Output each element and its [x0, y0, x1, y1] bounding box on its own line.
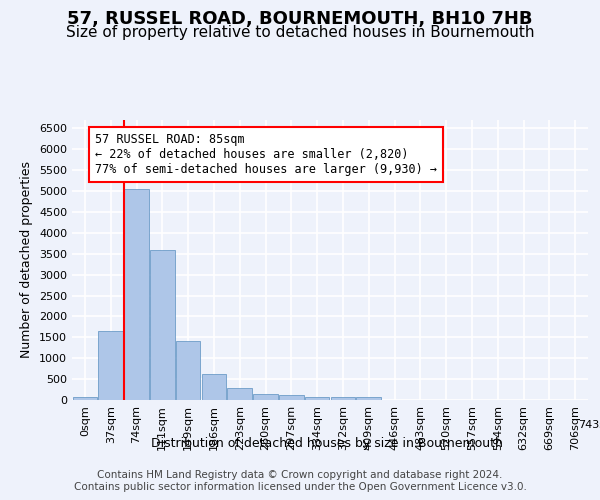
- Bar: [356, 397, 381, 400]
- Text: 57, RUSSEL ROAD, BOURNEMOUTH, BH10 7HB: 57, RUSSEL ROAD, BOURNEMOUTH, BH10 7HB: [67, 10, 533, 28]
- Text: Contains HM Land Registry data © Crown copyright and database right 2024.: Contains HM Land Registry data © Crown c…: [97, 470, 503, 480]
- Text: Contains public sector information licensed under the Open Government Licence v3: Contains public sector information licen…: [74, 482, 526, 492]
- Bar: [202, 374, 226, 400]
- Text: 57 RUSSEL ROAD: 85sqm
← 22% of detached houses are smaller (2,820)
77% of semi-d: 57 RUSSEL ROAD: 85sqm ← 22% of detached …: [95, 134, 437, 176]
- Bar: [305, 396, 329, 400]
- Bar: [73, 397, 97, 400]
- Text: 743sqm: 743sqm: [578, 420, 600, 430]
- Bar: [253, 394, 278, 400]
- Bar: [279, 396, 304, 400]
- Y-axis label: Number of detached properties: Number of detached properties: [20, 162, 34, 358]
- Bar: [331, 398, 355, 400]
- Text: Distribution of detached houses by size in Bournemouth: Distribution of detached houses by size …: [151, 438, 503, 450]
- Text: Size of property relative to detached houses in Bournemouth: Size of property relative to detached ho…: [66, 25, 534, 40]
- Bar: [176, 340, 200, 400]
- Bar: [98, 331, 123, 400]
- Bar: [227, 388, 252, 400]
- Bar: [124, 188, 149, 400]
- Bar: [150, 250, 175, 400]
